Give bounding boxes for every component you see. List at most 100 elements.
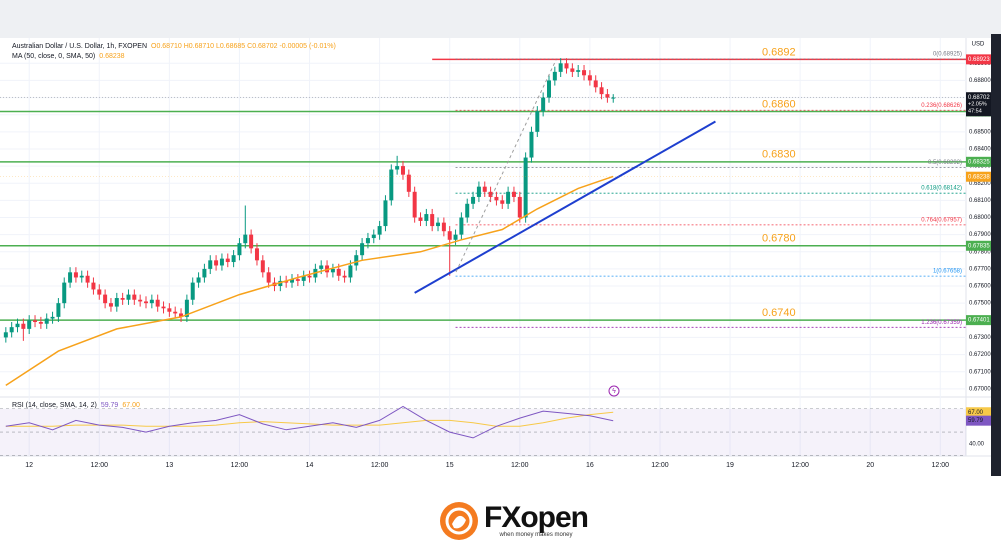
candle-body <box>68 272 73 283</box>
rsi-title: RSI (14, close, SMA, 14, 2) <box>12 402 97 409</box>
candle-body <box>155 299 160 307</box>
plot: 0.6892 0.6860 0.6830 0.6780 0.6740 0(0.68925)… <box>0 46 966 439</box>
candle-body <box>15 323 20 328</box>
y-tick-label: 0.67800 <box>969 249 991 255</box>
candle-body <box>290 279 295 283</box>
candle-body <box>91 282 96 290</box>
price-tag <box>966 171 991 182</box>
candle-body <box>225 258 230 263</box>
candle-body <box>424 214 429 221</box>
x-tick-label: 12:00 <box>231 462 249 469</box>
rsi-line <box>5 405 614 439</box>
top-bar <box>0 0 1001 38</box>
candle-body <box>529 131 534 158</box>
event-icon-glyph: ϟ <box>612 388 616 395</box>
candle-body <box>108 303 113 307</box>
price-tag-label: 0.68238 <box>968 174 990 180</box>
candle-body <box>389 169 394 201</box>
candle-body <box>173 311 178 314</box>
candle-body <box>307 275 312 278</box>
y-tick-label: 0.67300 <box>969 335 991 341</box>
rsi-tag <box>966 415 991 426</box>
fib-label: 0.618(0.68142) <box>921 186 962 192</box>
candle-body <box>38 322 43 324</box>
rsi-tick-label: 40.00 <box>969 441 985 447</box>
candle-body <box>494 196 499 201</box>
level-annotation: 0.6860 <box>762 98 796 110</box>
rsi-header: RSI (14, close, SMA, 14, 2) 59.79 67.00 <box>12 402 144 409</box>
x-tick-label: 12:00 <box>651 462 669 469</box>
candle-body <box>377 226 382 235</box>
brand-emblem <box>440 502 478 540</box>
x-tick-label: 12:00 <box>932 462 950 469</box>
rsi-sma-line <box>5 411 614 427</box>
candle-body <box>208 260 213 269</box>
candle-body <box>33 320 38 323</box>
ma-value: 0.68238 <box>99 53 125 60</box>
candle-body <box>500 200 505 204</box>
x-tick-label: 12:00 <box>371 462 389 469</box>
candle-body <box>482 186 487 192</box>
candle-body <box>120 298 125 300</box>
level-annotation: 0.6780 <box>762 233 796 245</box>
axes: 12 12:00 13 12:00 14 12:00 15 12:00 16 12:00 19 12:… <box>25 54 991 469</box>
candle-body <box>430 214 435 227</box>
y-tick-label: 0.68500 <box>969 129 991 135</box>
candle-body <box>511 191 516 197</box>
candle-body <box>360 243 365 256</box>
candle-body <box>278 280 283 287</box>
price-tag-label: 0.68702 <box>968 95 990 101</box>
level-tag <box>966 240 991 251</box>
candle-body <box>249 234 254 249</box>
candle-body <box>558 63 563 72</box>
candle-body <box>447 231 452 240</box>
ma-label: MA (50, close, 0, SMA, 50) <box>12 53 96 60</box>
candle-body <box>395 166 400 170</box>
fib-label: 0.5(0.68292) <box>928 160 962 166</box>
y-tick-label: 0.67900 <box>969 232 991 238</box>
candle-body <box>260 260 265 273</box>
candle-body <box>611 97 616 99</box>
candle-body <box>582 70 587 76</box>
currency-label: USD <box>972 42 985 48</box>
level-tag-label: 0.67835 <box>968 243 990 249</box>
candle-body <box>50 316 55 319</box>
candle-body <box>3 332 8 338</box>
y-tick-label: 0.68200 <box>969 181 991 187</box>
candle-body <box>73 272 78 278</box>
candle-body <box>336 268 341 276</box>
candle-body <box>114 298 119 307</box>
candle-body <box>471 196 476 204</box>
candle-body <box>254 248 259 261</box>
candle-body <box>348 265 353 278</box>
price-tag-line: +2.05% <box>968 102 987 108</box>
fib-label: 0.764(0.67957) <box>921 217 962 223</box>
candle-body <box>237 243 242 256</box>
y-tick-label: 0.67700 <box>969 266 991 272</box>
candle-body <box>243 234 248 244</box>
candle-body <box>459 217 464 235</box>
candle-body <box>190 282 195 300</box>
candle-body <box>319 265 324 269</box>
candle-body <box>535 111 540 132</box>
candle-body <box>138 299 143 302</box>
rsi-sma-value: 67.00 <box>122 402 140 409</box>
candle-body <box>599 87 604 95</box>
chart: USD 0.6892 0.6860 0.6830 0.6780 0.6740 0(0.68… <box>0 0 1001 476</box>
candle-body <box>436 222 441 227</box>
brand-tagline: when money makes money <box>499 532 573 538</box>
candle-body <box>62 282 67 304</box>
candle-body <box>149 299 154 304</box>
price-tag-line: 47:54 <box>968 109 982 115</box>
symbol-header: Australian Dollar / U.S. Dollar, 1h, FXO… <box>12 43 340 50</box>
fib-label: 1(0.67658) <box>933 269 962 275</box>
candle-body <box>144 301 149 304</box>
candle-body <box>295 279 300 281</box>
candle-body <box>266 272 271 283</box>
level-tag <box>966 156 991 167</box>
level-tag-label: 0.67401 <box>968 318 990 324</box>
candle-body <box>371 234 376 239</box>
candle-body <box>476 186 481 197</box>
candle-body <box>97 289 102 295</box>
candle-body <box>21 323 26 329</box>
